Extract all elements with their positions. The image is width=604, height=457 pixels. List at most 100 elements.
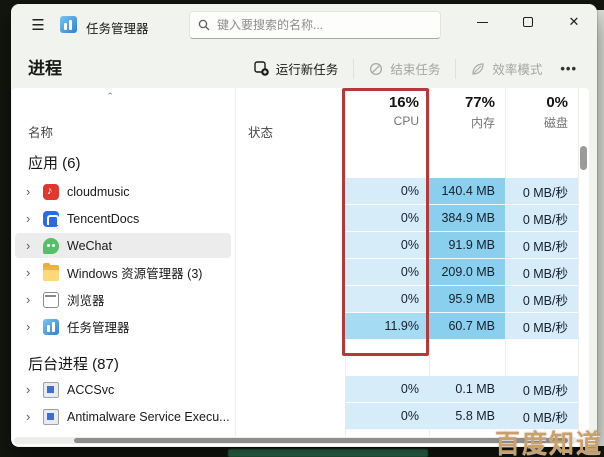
column-divider xyxy=(235,88,236,436)
expand-chevron-icon[interactable]: › xyxy=(26,238,31,253)
memory-cell: 91.9 MB xyxy=(429,232,505,259)
expand-chevron-icon[interactable]: › xyxy=(26,409,31,424)
column-divider xyxy=(578,88,579,436)
background-window-edge xyxy=(596,10,604,446)
section-header-apps[interactable]: 应用 (6) xyxy=(28,155,81,172)
disk-cell: 0 MB/秒 xyxy=(505,178,578,205)
more-options-button[interactable]: ••• xyxy=(560,61,577,76)
expand-chevron-icon[interactable]: › xyxy=(26,382,31,397)
generic-app-icon xyxy=(43,381,59,398)
background-taskbar-fragment xyxy=(228,449,428,457)
expand-chevron-icon[interactable]: › xyxy=(26,265,31,280)
run-new-task-button[interactable]: 运行新任务 xyxy=(244,53,349,84)
disk-cell: 0 MB/秒 xyxy=(505,403,578,430)
cpu-total-percent: 16% xyxy=(388,94,419,111)
memory-cell: 0.1 MB xyxy=(429,376,505,403)
maximize-button[interactable] xyxy=(505,4,551,40)
vertical-scrollbar[interactable] xyxy=(580,90,587,447)
status-cell xyxy=(235,286,345,313)
watermark-text: 百度知道 xyxy=(494,430,603,457)
expand-chevron-icon[interactable]: › xyxy=(26,184,31,199)
status-cell xyxy=(235,259,345,286)
memory-cell: 209.0 MB xyxy=(429,259,505,286)
memory-cell: 140.4 MB xyxy=(429,178,505,205)
column-header-cpu[interactable]: 16% CPU xyxy=(345,94,429,128)
search-box[interactable] xyxy=(189,11,441,39)
close-icon: ✕ xyxy=(568,14,580,29)
column-header-disk[interactable]: 0% 磁盘 xyxy=(505,94,578,131)
search-input[interactable] xyxy=(217,18,432,32)
disk-cell: 0 MB/秒 xyxy=(505,313,578,340)
process-row-tencentdocs[interactable]: › TencentDocs 0% 384.9 MB 0 MB/秒 xyxy=(12,205,578,232)
vertical-scrollbar-thumb[interactable] xyxy=(580,146,587,170)
maximize-icon xyxy=(523,17,533,27)
memory-cell: 95.9 MB xyxy=(429,286,505,313)
memory-total-percent: 77% xyxy=(464,94,495,111)
process-row-browser[interactable]: › 浏览器 0% 95.9 MB 0 MB/秒 xyxy=(12,286,578,313)
process-row-taskmanager[interactable]: › 任务管理器 11.9% 60.7 MB 0 MB/秒 xyxy=(12,313,578,340)
close-button[interactable]: ✕ xyxy=(551,4,597,40)
window-title: 任务管理器 xyxy=(86,22,149,36)
horizontal-scrollbar[interactable] xyxy=(14,437,577,444)
end-task-button: 结束任务 xyxy=(359,53,450,84)
column-header-name[interactable]: 名称 xyxy=(28,126,54,140)
process-row-cloudmusic[interactable]: ›cloudmusic 0% 140.4 MB 0 MB/秒 xyxy=(12,178,578,205)
end-task-icon xyxy=(370,62,383,75)
cpu-cell: 0% xyxy=(345,403,429,430)
cloudmusic-icon xyxy=(43,183,59,200)
file-explorer-icon xyxy=(43,262,59,281)
title-bar: ☰ 任务管理器 ✕ xyxy=(11,4,597,46)
section-header-background-processes[interactable]: 后台进程 (87) xyxy=(28,356,119,373)
process-row-wechat[interactable]: › WeChat 0% 91.9 MB 0 MB/秒 xyxy=(12,232,578,259)
minimize-button[interactable] xyxy=(459,4,505,40)
process-row-accsvc[interactable]: › ACCSvc 0% 0.1 MB 0 MB/秒 xyxy=(12,376,578,403)
sort-ascending-icon: ˆ xyxy=(108,90,113,105)
cpu-cell: 11.9% xyxy=(345,313,429,340)
memory-cell: 5.8 MB xyxy=(429,403,505,430)
status-cell xyxy=(235,313,345,340)
efficiency-mode-button: 效率模式 xyxy=(461,53,552,84)
process-row-antimalware[interactable]: › Antimalware Service Execu... 0% 5.8 MB … xyxy=(12,403,578,430)
status-cell xyxy=(235,403,345,430)
cpu-cell: 0% xyxy=(345,286,429,313)
process-row-explorer[interactable]: › Windows 资源管理器 (3) 0% 209.0 MB 0 MB/秒 xyxy=(12,259,578,286)
disk-cell: 0 MB/秒 xyxy=(505,259,578,286)
memory-cell: 60.7 MB xyxy=(429,313,505,340)
horizontal-scrollbar-thumb[interactable] xyxy=(74,438,568,443)
status-cell xyxy=(235,178,345,205)
hamburger-menu-icon[interactable]: ☰ xyxy=(31,17,45,34)
search-icon xyxy=(198,19,210,31)
generic-app-icon xyxy=(43,408,59,425)
page-title: 进程 xyxy=(28,59,62,78)
column-header-status[interactable]: 状态 xyxy=(248,126,274,140)
toolbar-separator xyxy=(353,58,355,79)
disk-cell: 0 MB/秒 xyxy=(505,376,578,403)
browser-icon xyxy=(43,291,59,308)
minimize-icon xyxy=(476,21,488,23)
disk-total-percent: 0% xyxy=(546,94,568,111)
cpu-cell: 0% xyxy=(345,205,429,232)
status-cell xyxy=(235,232,345,259)
toolbar: 进程 运行新任务 结束任务 xyxy=(11,46,597,90)
table-header: ˆ 名称 状态 16% CPU 77% 内存 0% 磁盘 xyxy=(12,88,589,150)
task-manager-app-icon xyxy=(60,16,77,33)
disk-cell: 0 MB/秒 xyxy=(505,286,578,313)
new-task-icon xyxy=(254,61,269,76)
toolbar-separator xyxy=(455,58,457,79)
cpu-cell: 0% xyxy=(345,259,429,286)
status-cell xyxy=(235,205,345,232)
memory-cell: 384.9 MB xyxy=(429,205,505,232)
cpu-cell: 0% xyxy=(345,178,429,205)
task-manager-icon xyxy=(43,318,59,335)
process-table: ˆ 名称 状态 16% CPU 77% 内存 0% 磁盘 应用 (6) ›clo… xyxy=(12,88,589,446)
column-header-memory[interactable]: 77% 内存 xyxy=(429,94,505,131)
expand-chevron-icon[interactable]: › xyxy=(26,211,31,226)
expand-chevron-icon[interactable]: › xyxy=(26,292,31,307)
wechat-icon xyxy=(43,237,59,254)
cpu-cell: 0% xyxy=(345,232,429,259)
expand-chevron-icon[interactable]: › xyxy=(26,319,31,334)
efficiency-leaf-icon xyxy=(472,62,484,75)
task-manager-window: ☰ 任务管理器 ✕ 进程 运行新 xyxy=(11,4,597,447)
status-cell xyxy=(235,376,345,403)
disk-cell: 0 MB/秒 xyxy=(505,232,578,259)
